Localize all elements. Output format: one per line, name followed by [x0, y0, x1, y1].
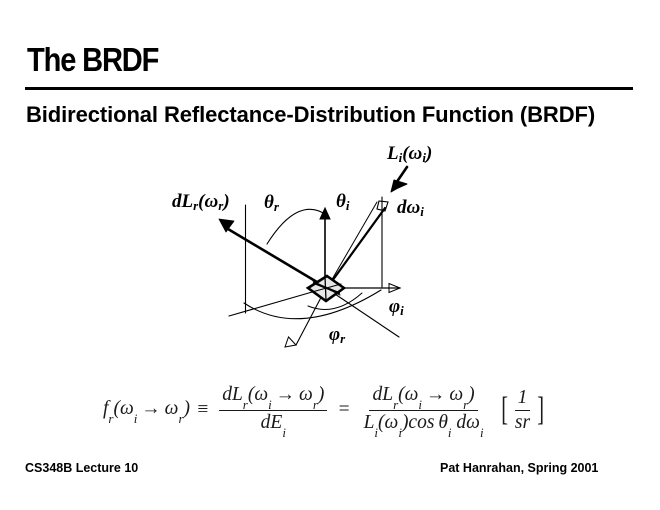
svg-text:φi: φi — [389, 296, 404, 318]
svg-text:θr: θr — [264, 192, 280, 214]
svg-text:θi: θi — [336, 191, 350, 213]
svg-text:Li(ωi): Li(ωi) — [386, 143, 432, 165]
svg-text:φr: φr — [329, 324, 346, 346]
svg-text:dLr(ωr): dLr(ωr) — [172, 191, 230, 213]
svg-text:dωi: dωi — [397, 197, 424, 219]
